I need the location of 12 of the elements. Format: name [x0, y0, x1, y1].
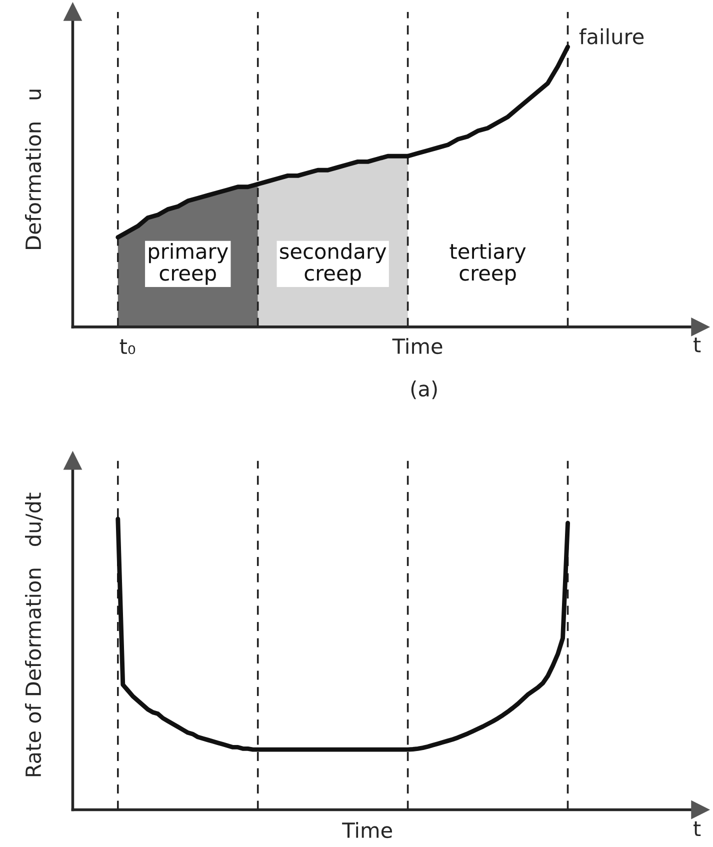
y-axis-title: Deformation u [25, 90, 42, 249]
x-axis-title: Time [342, 822, 392, 838]
text: t₀ [120, 339, 136, 354]
series-label: secondary creep [280, 242, 386, 285]
series-label: primary creep [149, 242, 228, 285]
text: (a) [411, 380, 437, 400]
annotation: tertiary creep [450, 242, 526, 285]
text: failure [579, 28, 644, 44]
text: t [694, 338, 701, 352]
text: t [694, 821, 701, 836]
y-axis-title: Rate of Deformation du/dt [25, 492, 43, 776]
x-axis-title: Time [392, 338, 442, 354]
